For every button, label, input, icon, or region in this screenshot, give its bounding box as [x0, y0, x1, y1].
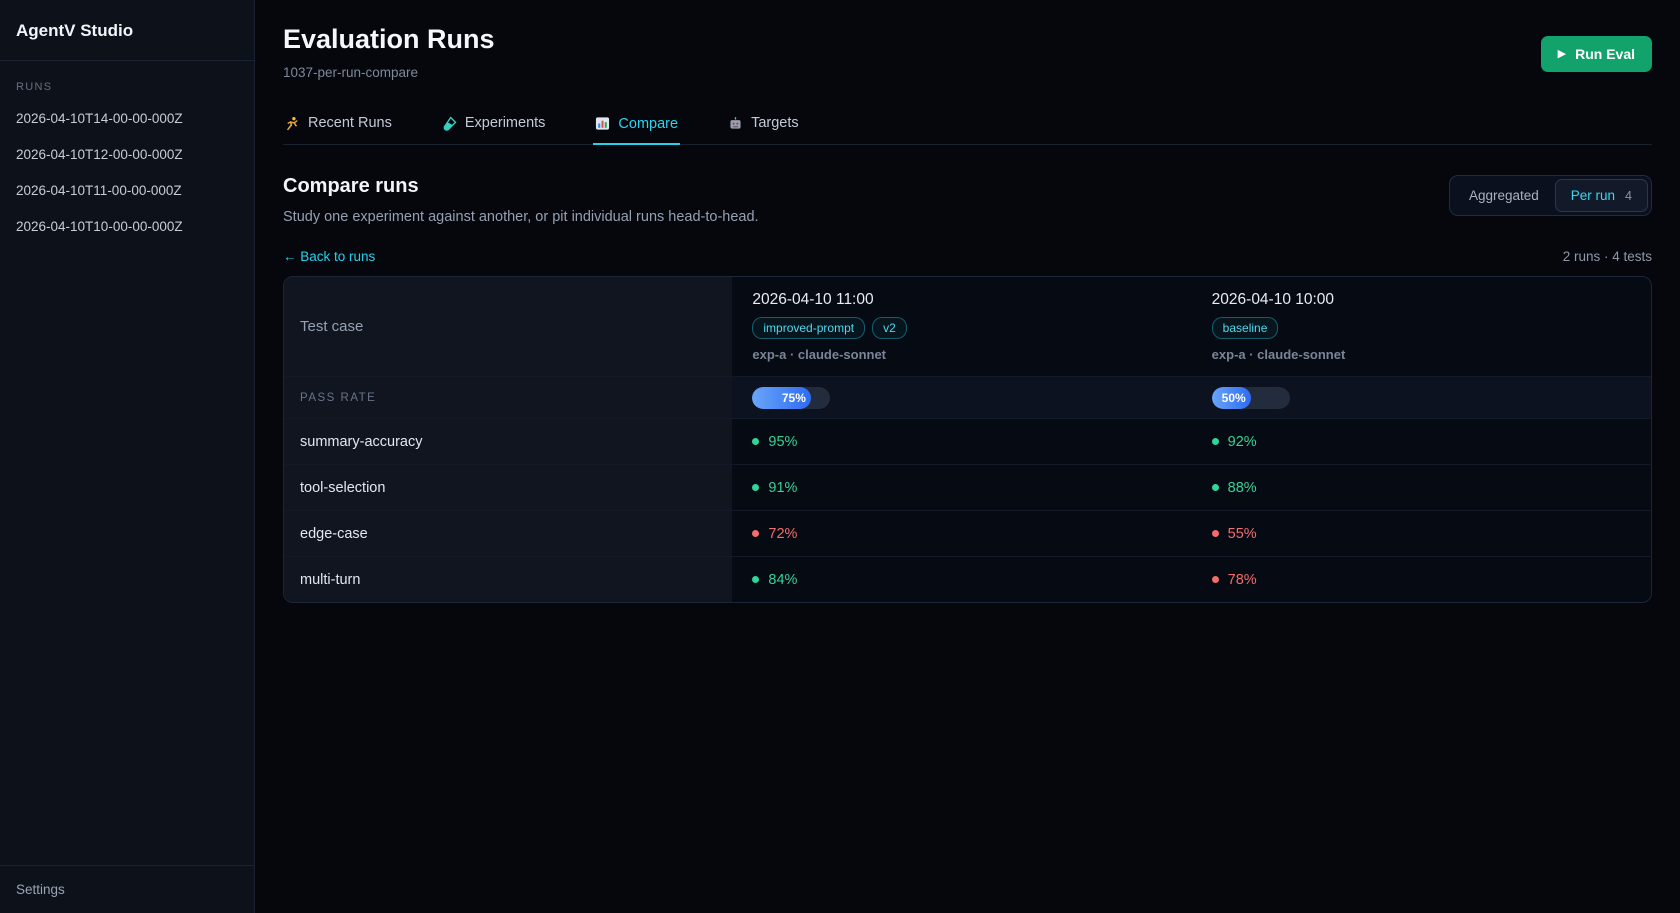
run-eval-button[interactable]: ▶ Run Eval — [1540, 36, 1652, 72]
tab-label: Recent Runs — [308, 115, 392, 131]
compare-section-header: Compare runs Study one experiment agains… — [283, 175, 1652, 225]
tab-experiments[interactable]: Experiments — [440, 107, 548, 144]
page-title: Evaluation Runs — [283, 24, 495, 54]
sidebar-run-item[interactable]: 2026-04-10T12-00-00-000Z — [16, 147, 183, 162]
result-cell: 78% — [1191, 556, 1651, 602]
table-row-label: edge-case — [284, 510, 733, 556]
settings-link[interactable]: Settings — [16, 882, 65, 897]
toggle-aggregated[interactable]: Aggregated — [1468, 188, 1539, 203]
toggle-per-run[interactable]: Per run 4 — [1554, 179, 1648, 212]
run-badge: v2 — [872, 317, 907, 339]
table-row-label: summary-accuracy — [284, 418, 733, 464]
compare-description: Study one experiment against another, or… — [283, 209, 759, 225]
sidebar-run-item[interactable]: 2026-04-10T14-00-00-000Z — [16, 111, 183, 126]
table-row-label: multi-turn — [284, 556, 733, 602]
result-value: 88% — [1227, 479, 1257, 496]
tab-recent-runs[interactable]: Recent Runs — [283, 107, 394, 144]
result-cell: 91% — [732, 464, 1192, 510]
pass-rate-cell: 75% — [732, 376, 1192, 418]
app-title: AgentV Studio — [0, 0, 254, 61]
run-eval-label: Run Eval — [1575, 46, 1635, 62]
tab-bar: Recent Runs Experiments Compare Targets — [283, 107, 1652, 145]
runs-section-label: RUNS — [16, 81, 53, 93]
sidebar-runs-section: RUNS 2026-04-10T14-00-00-000Z 2026-04-10… — [0, 61, 254, 865]
result-cell: 55% — [1191, 510, 1651, 556]
run-meta: exp-a · claude-sonnet — [1211, 347, 1346, 362]
test-tube-icon — [442, 115, 457, 131]
result-cell: 72% — [732, 510, 1192, 556]
status-dot — [752, 484, 760, 491]
pass-rate-cell: 50% — [1191, 376, 1651, 418]
result-value: 84% — [768, 571, 798, 588]
bar-chart-icon — [595, 116, 610, 131]
runs-summary: 2 runs · 4 tests — [1562, 249, 1652, 264]
run-badge: improved-prompt — [752, 317, 866, 339]
status-dot — [752, 530, 760, 537]
run-title: 2026-04-10 11:00 — [752, 291, 874, 308]
badge-row: baseline — [1211, 317, 1279, 339]
back-row: ← Back to runs 2 runs · 4 tests — [283, 249, 1652, 264]
run-column-header: 2026-04-10 10:00 baseline exp-a · claude… — [1192, 277, 1651, 376]
result-value: 92% — [1227, 433, 1257, 450]
result-value: 72% — [768, 525, 798, 542]
tab-targets[interactable]: Targets — [726, 107, 801, 144]
test-case-column-header: Test case — [284, 277, 733, 376]
status-dot — [1211, 484, 1219, 491]
play-icon: ▶ — [1557, 47, 1567, 60]
runner-icon — [285, 116, 300, 131]
view-mode-toggle: Aggregated Per run 4 — [1448, 175, 1652, 216]
status-dot — [1211, 576, 1219, 583]
sidebar-footer: Settings — [0, 865, 254, 913]
tab-label: Compare — [618, 115, 679, 132]
run-meta: exp-a · claude-sonnet — [752, 347, 887, 362]
pass-rate-row-label: PASS RATE — [284, 376, 733, 418]
pass-rate-value: 75% — [781, 390, 806, 405]
pass-rate-bar: 75% — [752, 386, 831, 409]
table-row-label: tool-selection — [284, 464, 733, 510]
pass-rate-bar: 50% — [1211, 386, 1290, 409]
result-value: 55% — [1227, 525, 1257, 542]
result-cell: 92% — [1191, 418, 1651, 464]
result-cell: 88% — [1191, 464, 1651, 510]
run-title: 2026-04-10 10:00 — [1211, 291, 1335, 308]
robot-icon — [728, 116, 743, 131]
run-column-header: 2026-04-10 11:00 improved-prompt v2 exp-… — [732, 277, 1191, 376]
tab-label: Targets — [751, 115, 799, 131]
sidebar: AgentV Studio RUNS 2026-04-10T14-00-00-0… — [0, 0, 255, 913]
compare-heading: Compare runs — [283, 175, 419, 197]
sidebar-run-item[interactable]: 2026-04-10T10-00-00-000Z — [16, 219, 183, 234]
run-badge: baseline — [1211, 317, 1279, 339]
result-value: 95% — [768, 433, 798, 450]
back-to-runs-link[interactable]: ← Back to runs — [283, 249, 376, 264]
status-dot — [752, 438, 760, 445]
main-content: Evaluation Runs 1037-per-run-compare ▶ R… — [255, 0, 1680, 913]
tab-compare[interactable]: Compare — [593, 107, 681, 145]
badge-row: improved-prompt v2 — [752, 317, 907, 339]
pass-rate-bar-fill: 75% — [752, 386, 811, 409]
page-subtitle: 1037-per-run-compare — [283, 65, 419, 80]
status-dot — [1211, 438, 1219, 445]
pass-rate-bar-fill: 50% — [1211, 386, 1251, 409]
compare-table: Test case 2026-04-10 11:00 improved-prom… — [283, 276, 1652, 603]
tab-label: Experiments — [464, 115, 546, 131]
pass-rate-value: 50% — [1221, 390, 1246, 405]
page-header: Evaluation Runs 1037-per-run-compare ▶ R… — [283, 24, 1652, 80]
sidebar-run-item[interactable]: 2026-04-10T11-00-00-000Z — [16, 183, 182, 198]
toggle-per-run-label: Per run — [1570, 188, 1616, 203]
result-value: 78% — [1227, 571, 1257, 588]
result-value: 91% — [768, 479, 798, 496]
status-dot — [1211, 530, 1219, 537]
result-cell: 95% — [732, 418, 1192, 464]
status-dot — [752, 576, 760, 583]
toggle-per-run-count: 4 — [1625, 188, 1632, 203]
result-cell: 84% — [732, 556, 1192, 602]
